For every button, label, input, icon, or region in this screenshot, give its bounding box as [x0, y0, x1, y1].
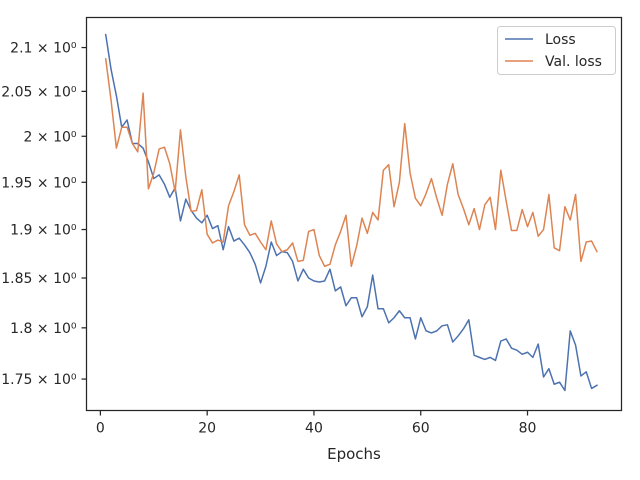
y-tick-label: 1.8 × 10⁰ [10, 321, 77, 337]
y-tick-label: 1.95 × 10⁰ [1, 175, 77, 191]
series-line-val-loss [104, 58, 598, 268]
y-axis: 1.75 × 10⁰ 1.8 × 10⁰ 1.85 × 10⁰ 1.9 × 10⁰ 1.… [1, 41, 87, 388]
y-tick-label: 2.05 × 10⁰ [1, 84, 77, 100]
x-tick-label: 0 [96, 421, 105, 437]
y-tick-label: 1.75 × 10⁰ [1, 372, 77, 388]
series-line-loss [104, 33, 598, 392]
plot-area [104, 33, 598, 392]
x-tick-label: 60 [412, 421, 430, 437]
axes-frame [85, 16, 623, 412]
x-axis-label: Epochs [327, 445, 381, 463]
x-axis: 0 20 40 60 80 [96, 410, 537, 437]
y-tick-label: 1.85 × 10⁰ [1, 271, 77, 287]
legend-label-loss: Loss [545, 32, 576, 48]
y-tick-label: 1.9 × 10⁰ [10, 223, 77, 239]
x-tick-label: 80 [519, 421, 537, 437]
x-tick-label: 40 [305, 421, 323, 437]
legend: Loss Val. loss [497, 26, 616, 75]
legend-label-val-loss: Val. loss [545, 54, 602, 70]
x-tick-label: 20 [198, 421, 216, 437]
y-tick-label: 2 × 10⁰ [24, 129, 77, 145]
y-tick-label: 2.1 × 10⁰ [10, 41, 77, 57]
